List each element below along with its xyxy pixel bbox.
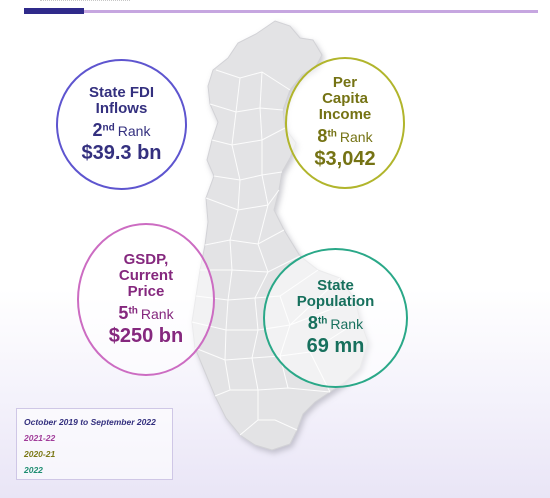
header-rule [24,10,538,13]
population-rank-label: Rank [330,316,364,332]
population-value: 69 mn [306,335,365,357]
gsdp-rank-number: 5 [118,302,129,323]
per-capita-value: $3,042 [314,148,376,170]
legend-row-population: 2022 [24,465,43,475]
gsdp-rank: 5th Rank [118,303,173,324]
fdi-rank-number: 2 [92,119,103,140]
gsdp-title: GSDP, Current Price [118,250,174,300]
header-accent-bar [24,8,84,14]
fdi-bubble: State FDI Inflows 2nd Rank $39.3 bn [56,59,187,190]
gsdp-rank-label: Rank [140,305,174,322]
gsdp-bubble: GSDP, Current Price 5th Rank $250 bn [77,223,215,376]
per-capita-bubble: Per Capita Income 8th Rank $3,042 [285,57,405,189]
per-capita-rank-suffix: th [327,128,337,140]
population-rank-number: 8 [307,313,318,333]
per-capita-rank-number: 8 [317,126,328,146]
top-dotted-line [40,0,130,4]
fdi-rank-suffix: nd [102,121,115,133]
gsdp-value: $250 bn [108,324,184,347]
fdi-rank: 2nd Rank [93,120,151,141]
fdi-title: State FDI Inflows [88,83,154,117]
fdi-value: $39.3 bn [81,141,162,164]
population-bubble: State Population 8th Rank 69 mn [263,248,408,388]
per-capita-rank-label: Rank [339,129,373,145]
population-rank: 8th Rank [308,313,363,334]
period-legend: October 2019 to September 2022 2021-22 2… [16,408,173,480]
population-title: State Population [296,277,375,310]
legend-row-fdi: October 2019 to September 2022 [24,417,156,427]
legend-row-gsdp: 2021-22 [24,433,56,443]
per-capita-title: Per Capita Income [318,74,372,123]
legend-row-per-capita: 2020-21 [24,449,56,459]
population-rank-suffix: th [317,315,328,327]
per-capita-rank: 8th Rank [317,126,372,147]
fdi-rank-label: Rank [117,122,151,139]
gsdp-rank-suffix: th [128,304,138,316]
